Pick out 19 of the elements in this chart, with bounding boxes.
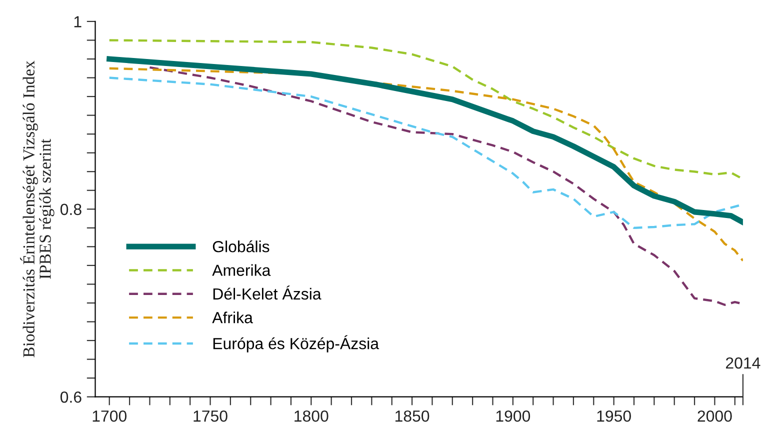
x-tick-label: 1800: [294, 410, 328, 422]
line-series: [108, 39, 743, 180]
legend-label: Globális: [212, 240, 270, 252]
x-tick-label: 2000: [698, 410, 732, 422]
x-tick-label: 1950: [597, 410, 631, 422]
y-axis-title: Biodiverzitás Érintetlenségét Vizsgáló Index IPBES régiók szerint: [20, 60, 54, 358]
legend-label: Amerika: [212, 264, 271, 276]
legend-label: Európa és Közép-Ázsia: [213, 335, 380, 352]
legend-label: Dél-Kelet Ázsia: [213, 286, 322, 300]
x-tick-label: 1750: [194, 410, 228, 422]
annotation: 2014: [726, 357, 760, 369]
y-tick-label: 0.8: [60, 204, 82, 216]
x-tick-label: 1850: [395, 410, 430, 422]
y-tick-label: 1: [74, 16, 82, 28]
x-tick-label: 1900: [496, 410, 530, 422]
y-tick-label: 0.6: [60, 391, 82, 403]
x-tick-label: 1700: [92, 410, 127, 422]
legend-label: Afrika: [212, 312, 253, 324]
line-series: [148, 66, 743, 306]
